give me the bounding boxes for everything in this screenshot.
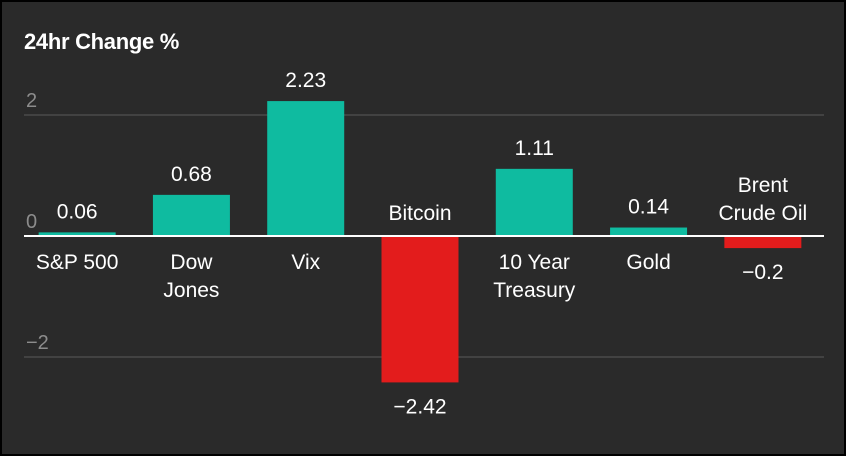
category-label: Brent <box>738 174 788 197</box>
category-label: Vix <box>291 251 320 274</box>
data-label: 0.14 <box>628 196 669 219</box>
bar <box>724 236 802 249</box>
category-label: Treasury <box>493 279 576 302</box>
category-label: Jones <box>163 279 219 302</box>
y-tick-label: −2 <box>26 332 49 354</box>
data-label: 1.11 <box>515 137 554 160</box>
category-label: 10 Year <box>499 251 570 274</box>
bar <box>495 168 573 236</box>
bar <box>267 101 345 237</box>
data-label: 0.68 <box>171 163 212 186</box>
data-label: 0.06 <box>57 200 98 223</box>
y-tick-label: 2 <box>26 90 37 112</box>
category-label: Gold <box>626 251 670 274</box>
data-label: 2.23 <box>285 69 326 92</box>
data-label: −0.2 <box>742 261 783 284</box>
category-label: Bitcoin <box>388 202 451 225</box>
y-tick-label: 0 <box>26 211 37 233</box>
chart-title: 24hr Change % <box>24 29 180 54</box>
bar <box>610 227 688 236</box>
bar <box>381 236 459 383</box>
category-label: Dow <box>170 251 213 274</box>
data-label: −2.42 <box>393 395 446 418</box>
category-label: S&P 500 <box>36 251 119 274</box>
bar <box>38 232 116 236</box>
category-label: Crude Oil <box>719 202 808 225</box>
bar <box>152 194 230 236</box>
